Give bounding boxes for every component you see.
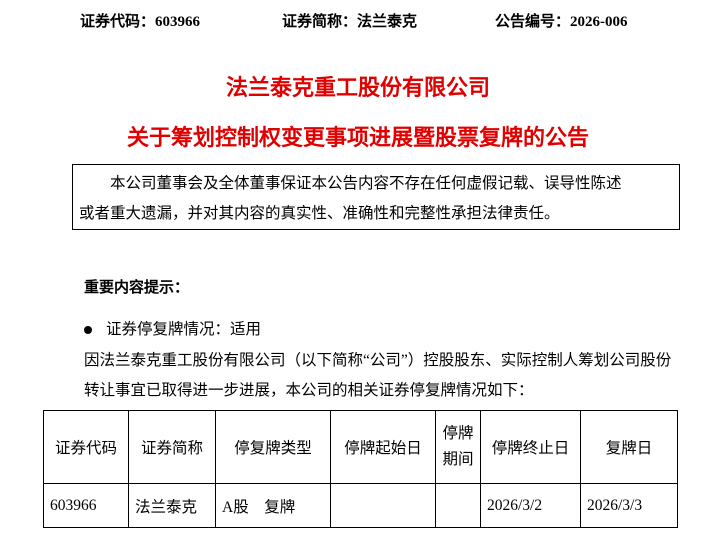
bullet-item: 证券停复牌情况：适用 bbox=[84, 317, 261, 339]
table-row: 603966 法兰泰克 A股 复牌 2026/3/2 2026/3/3 bbox=[43, 483, 678, 528]
th-code: 证券代码 bbox=[43, 410, 129, 484]
bullet-icon bbox=[84, 326, 92, 335]
cell-period bbox=[435, 483, 481, 528]
company-title: 法兰泰克重工股份有限公司 bbox=[225, 75, 490, 100]
suspension-table: 证券代码 证券简称 停复牌类型 停牌起始日 停牌期间 停牌终止日 复牌日 603… bbox=[43, 410, 678, 528]
cell-name: 法兰泰克 bbox=[128, 483, 216, 528]
cell-type: A股 复牌 bbox=[215, 483, 331, 528]
security-short-name: 证券简称：法兰泰克 bbox=[282, 14, 418, 30]
disclaimer-box: 本公司董事会及全体董事保证本公告内容不存在任何虚假记载、误导性陈述 或者重大遗漏… bbox=[72, 164, 680, 230]
th-name: 证券简称 bbox=[128, 410, 216, 484]
notice-number: 公告编号：2026-006 bbox=[495, 14, 628, 30]
th-period: 停牌期间 bbox=[435, 410, 481, 484]
th-start: 停牌起始日 bbox=[330, 410, 436, 484]
body-paragraph: 因法兰泰克重工股份有限公司（以下简称“公司”）控股股东、实际控制人筹划公司股份转… bbox=[84, 352, 672, 399]
th-resume: 复牌日 bbox=[580, 410, 678, 484]
cell-resume: 2026/3/3 bbox=[580, 483, 678, 528]
cell-end: 2026/3/2 bbox=[480, 483, 581, 528]
section-heading: 重要内容提示： bbox=[84, 280, 190, 296]
security-code: 证券代码：603966 bbox=[80, 14, 201, 30]
th-type: 停复牌类型 bbox=[215, 410, 331, 484]
cell-start bbox=[330, 483, 436, 528]
bullet-text: 证券停复牌情况：适用 bbox=[106, 321, 262, 338]
notice-title: 关于筹划控制权变更事项进展暨股票复牌的公告 bbox=[126, 125, 589, 150]
cell-code: 603966 bbox=[43, 483, 129, 528]
table-header-row: 证券代码 证券简称 停复牌类型 停牌起始日 停牌期间 停牌终止日 复牌日 bbox=[43, 410, 678, 484]
disclaimer-line-1: 本公司董事会及全体董事保证本公告内容不存在任何虚假记载、误导性陈述 bbox=[110, 175, 622, 192]
disclaimer-line-2: 或者重大遗漏，并对其内容的真实性、准确性和完整性承担法律责任。 bbox=[79, 205, 560, 222]
th-end: 停牌终止日 bbox=[480, 410, 581, 484]
